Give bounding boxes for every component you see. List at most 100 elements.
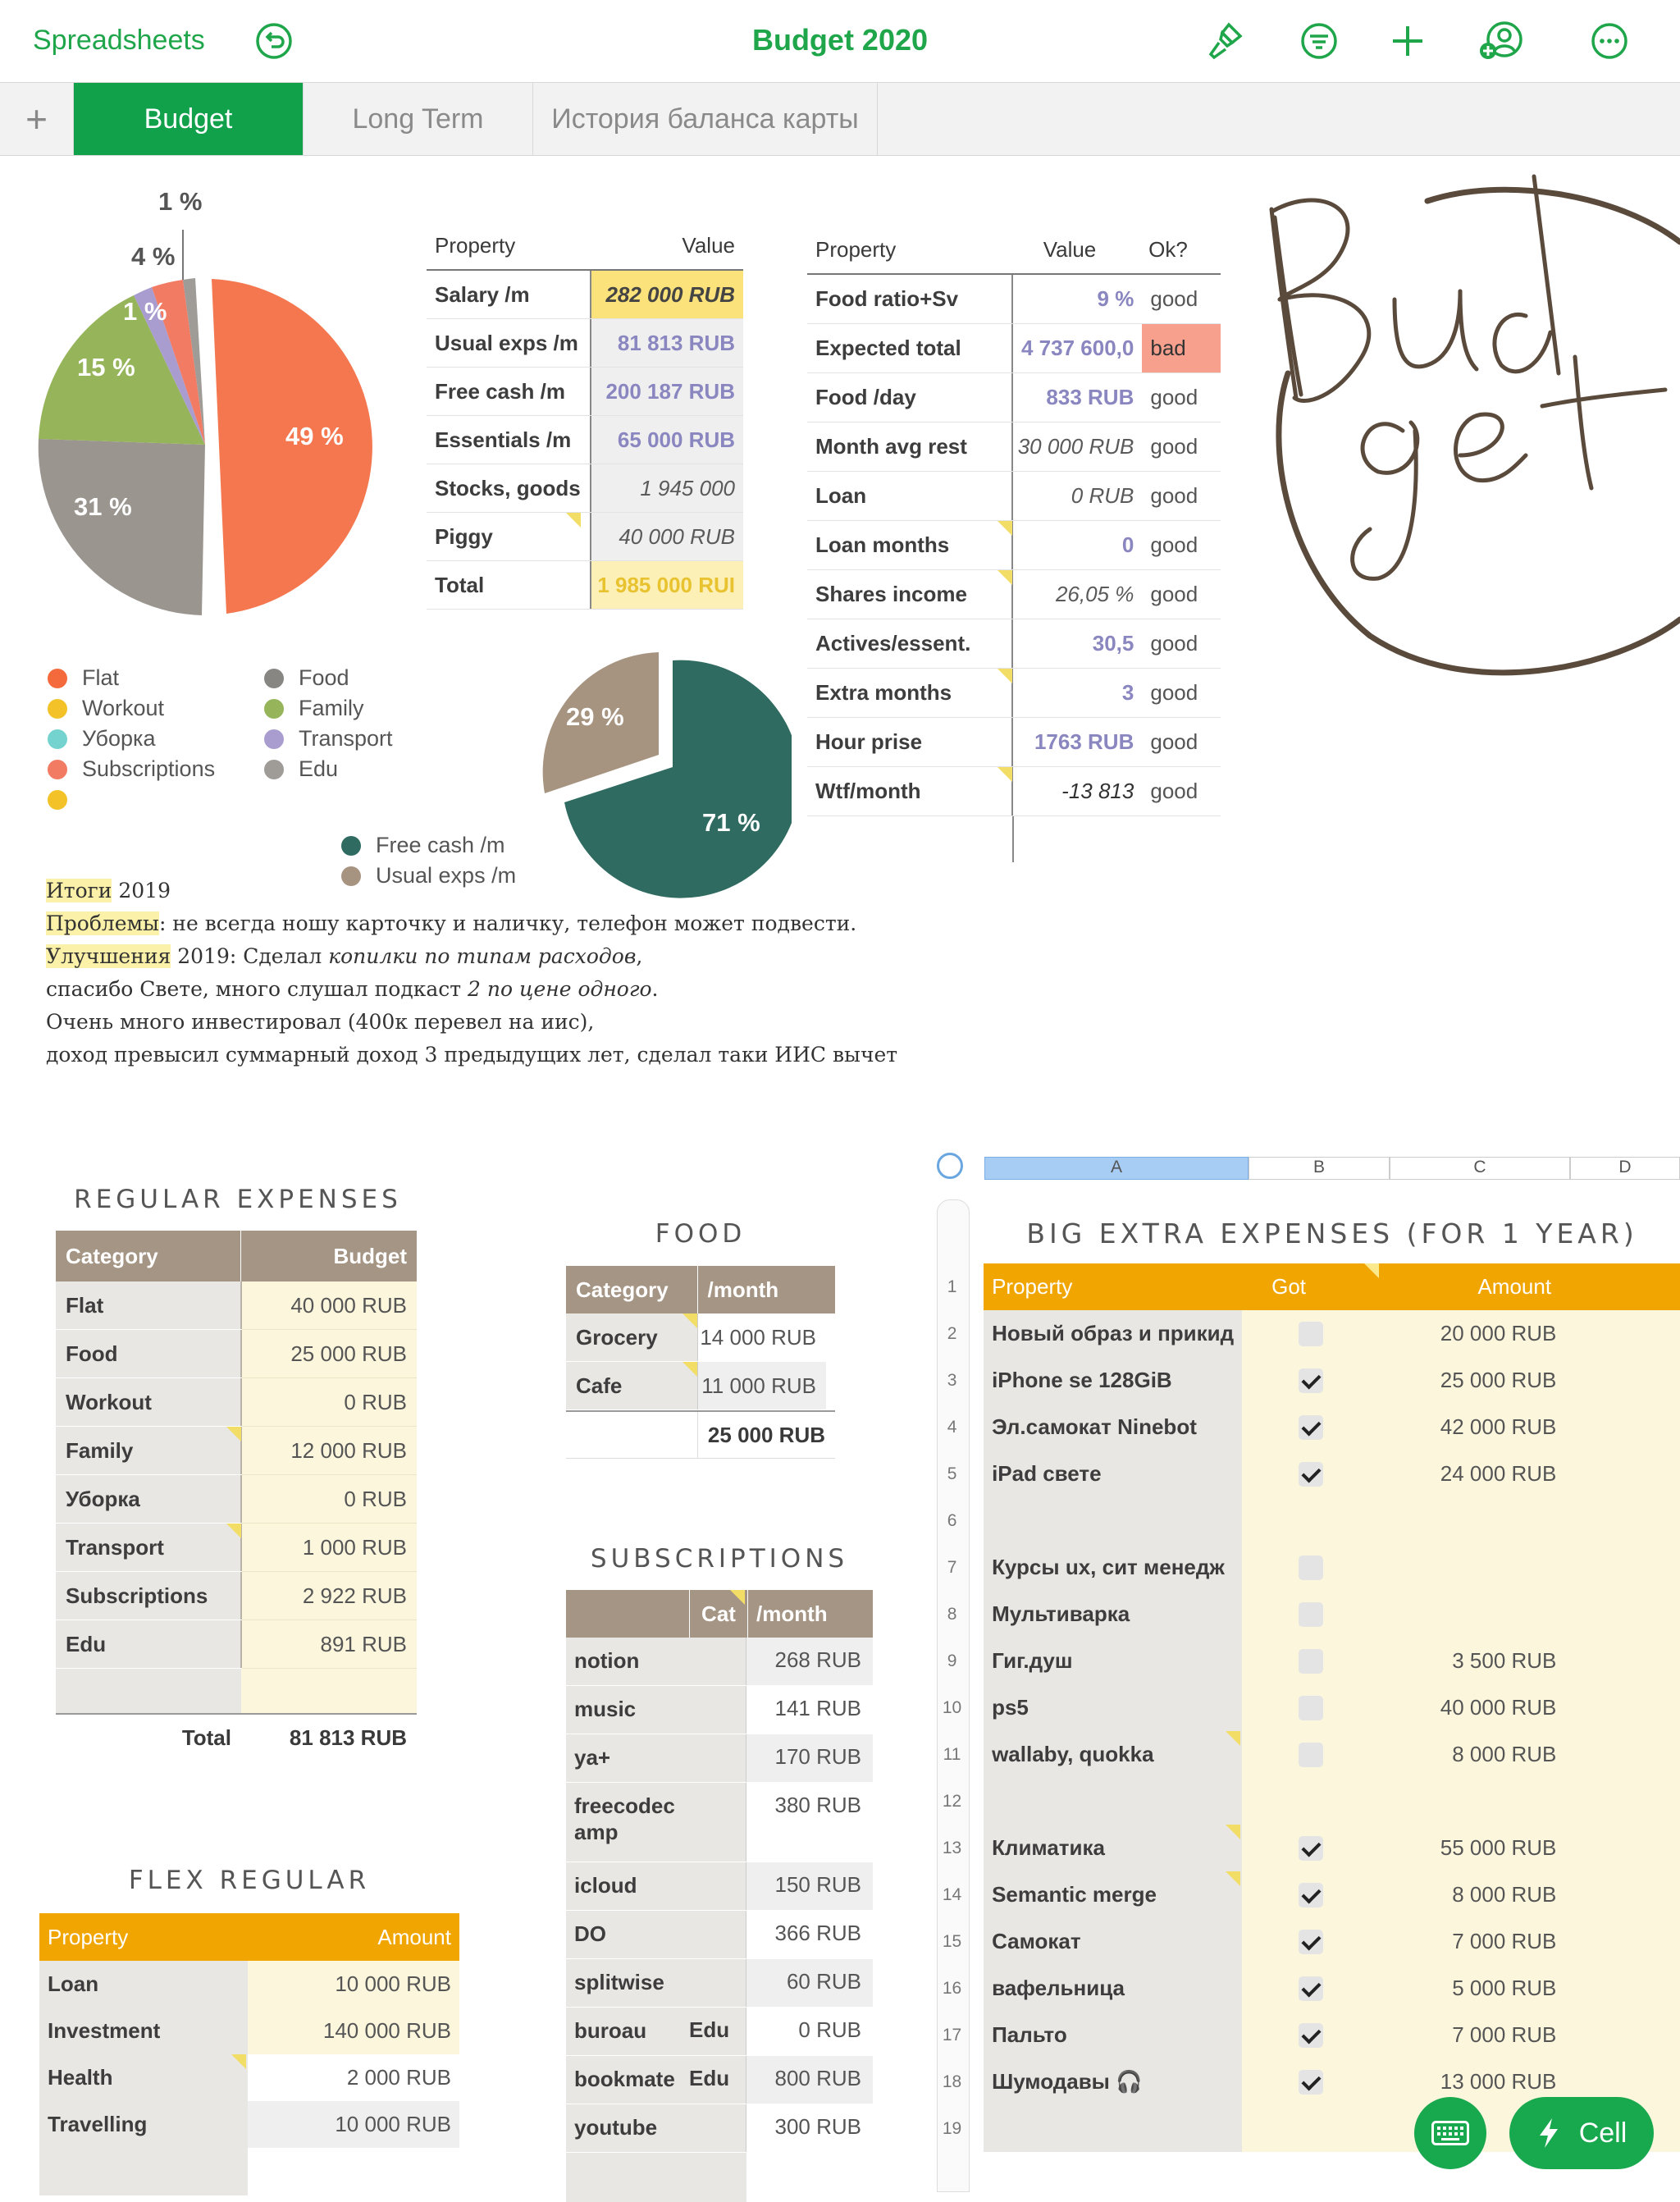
amount-value[interactable]: 10 000 RUB bbox=[248, 2101, 459, 2148]
table-row[interactable]: notion 268 RUB bbox=[566, 1638, 873, 1686]
table-row[interactable]: music 141 RUB bbox=[566, 1686, 873, 1734]
table-row[interactable]: Grocery 14 000 RUB bbox=[566, 1313, 835, 1362]
table-row[interactable]: Stocks, goods 1 945 000 RUB bbox=[427, 464, 743, 548]
amount-value[interactable]: 7 000 RUB bbox=[1380, 1918, 1557, 1965]
table-row[interactable]: Free cash /m 200 187 RUB bbox=[427, 368, 743, 416]
table-row[interactable]: Уборка 0 RUB bbox=[56, 1474, 417, 1524]
table-row[interactable]: freecodec amp 380 RUB bbox=[566, 1783, 873, 1862]
ratio-value[interactable]: 0 RUB bbox=[1011, 472, 1142, 520]
amount-value[interactable]: 7 000 RUB bbox=[1380, 2012, 1557, 2058]
ratio-value[interactable]: 1763 RUB bbox=[1011, 718, 1142, 766]
table-row[interactable]: 5 iPad свете 24 000 RUB bbox=[935, 1450, 1680, 1497]
row-number[interactable]: 7 bbox=[947, 1557, 957, 1577]
add-sheet-icon[interactable]: + bbox=[0, 83, 74, 155]
row-number[interactable]: 9 bbox=[947, 1651, 957, 1670]
budget-value[interactable]: 25 000 RUB bbox=[241, 1329, 417, 1378]
ratio-value[interactable]: 30,5 bbox=[1011, 619, 1142, 668]
table-row[interactable]: DO 366 RUB bbox=[566, 1911, 873, 1959]
property-value[interactable]: 40 000 RUB bbox=[589, 513, 743, 560]
notes-text-box[interactable]: Итоги 2019 Проблемы: не всегда ношу карт… bbox=[46, 875, 897, 1071]
price-value[interactable]: 60 RUB bbox=[746, 1959, 873, 2007]
keyboard-button[interactable] bbox=[1414, 2097, 1486, 2169]
table-row[interactable]: Food 25 000 RUB bbox=[56, 1329, 417, 1378]
got-cell[interactable] bbox=[1242, 1965, 1381, 2012]
tab-budget[interactable]: Budget bbox=[74, 83, 304, 155]
checked-checkbox-icon[interactable] bbox=[1299, 1929, 1324, 1954]
got-cell[interactable] bbox=[1242, 1825, 1381, 1871]
got-cell[interactable] bbox=[1242, 1731, 1381, 1778]
amount-value[interactable]: 3 500 RUB bbox=[1380, 1638, 1557, 1684]
table-row[interactable]: 15 Самокат 7 000 RUB bbox=[935, 1918, 1680, 1965]
budget-value[interactable]: 1 000 RUB bbox=[241, 1523, 417, 1572]
table-row[interactable]: icloud 150 RUB bbox=[566, 1862, 873, 1911]
table-row[interactable]: 3 iPhone se 128GiB 25 000 RUB bbox=[935, 1357, 1680, 1404]
got-cell[interactable] bbox=[1242, 1778, 1381, 1825]
table-row[interactable]: Month avg rest 30 000 RUB good bbox=[807, 423, 1221, 472]
amount-value[interactable]: 10 000 RUB bbox=[248, 1961, 459, 2008]
ratio-value[interactable]: 4 737 600,0 bbox=[1011, 324, 1142, 372]
table-row[interactable]: Workout 0 RUB bbox=[56, 1377, 417, 1427]
empty-cell[interactable] bbox=[1556, 1310, 1680, 1357]
tab-card-balance-history[interactable]: История баланса карты bbox=[533, 83, 878, 155]
property-value[interactable]: 200 187 RUB bbox=[589, 368, 743, 415]
amount-value[interactable]: 5 000 RUB bbox=[1380, 1965, 1557, 2012]
checked-checkbox-icon[interactable] bbox=[1299, 2022, 1324, 2048]
table-row[interactable]: Cafe 11 000 RUB bbox=[566, 1362, 835, 1410]
got-cell[interactable] bbox=[1242, 1684, 1381, 1731]
row-number[interactable]: 17 bbox=[942, 2025, 962, 2044]
row-number[interactable]: 18 bbox=[942, 2072, 962, 2091]
table-row[interactable]: 4 Эл.самокат Ninebot 42 000 RUB bbox=[935, 1404, 1680, 1450]
table-row[interactable]: Loan 10 000 RUB bbox=[39, 1961, 459, 2008]
ratio-value[interactable]: 833 RUB bbox=[1011, 373, 1142, 422]
price-value[interactable]: 141 RUB bbox=[746, 1686, 873, 1734]
select-all-handle-icon[interactable] bbox=[937, 1153, 963, 1179]
checked-checkbox-icon[interactable] bbox=[1299, 1976, 1324, 2001]
more-icon[interactable] bbox=[1586, 18, 1632, 64]
table-row[interactable]: Food ratio+Sv 9 % good bbox=[807, 275, 1221, 324]
got-cell[interactable] bbox=[1242, 2012, 1381, 2058]
empty-cell[interactable] bbox=[1556, 1731, 1680, 1778]
property-value[interactable]: 81 813 RUB bbox=[589, 319, 743, 367]
table-row[interactable]: Transport 1 000 RUB bbox=[56, 1523, 417, 1572]
amount-value[interactable]: 55 000 RUB bbox=[1380, 1825, 1557, 1871]
column-letter-a[interactable]: A bbox=[984, 1157, 1249, 1180]
got-cell[interactable] bbox=[1242, 1591, 1381, 1638]
row-number[interactable]: 4 bbox=[947, 1417, 957, 1437]
table-row[interactable]: Salary /m 282 000 RUB bbox=[427, 271, 743, 319]
empty-cell[interactable] bbox=[1556, 1497, 1680, 1544]
ratio-value[interactable]: 26,05 % bbox=[1011, 570, 1142, 619]
table-row[interactable]: 13 Климатика 55 000 RUB bbox=[935, 1825, 1680, 1871]
table-row[interactable]: 12 bbox=[935, 1778, 1680, 1825]
table-row[interactable]: Total 1 985 000 RUI bbox=[427, 561, 743, 610]
filter-icon[interactable] bbox=[1296, 18, 1342, 64]
price-value[interactable]: 268 RUB bbox=[746, 1638, 873, 1685]
budget-value[interactable]: 891 RUB bbox=[241, 1620, 417, 1669]
got-cell[interactable] bbox=[1242, 1310, 1381, 1357]
table-row[interactable]: 2 Новый образ и прикид 20 000 RUB bbox=[935, 1310, 1680, 1357]
add-icon[interactable] bbox=[1385, 18, 1431, 64]
table-row[interactable]: Travelling 10 000 RUB bbox=[39, 2101, 459, 2148]
row-number[interactable]: 12 bbox=[942, 1791, 962, 1811]
table-row[interactable]: Actives/essent. 30,5 good bbox=[807, 619, 1221, 669]
empty-cell[interactable] bbox=[1556, 1778, 1680, 1825]
table-row[interactable]: youtube 300 RUB bbox=[566, 2104, 873, 2153]
checked-checkbox-icon[interactable] bbox=[1299, 1414, 1324, 1440]
got-cell[interactable] bbox=[1242, 1404, 1381, 1450]
table-row[interactable]: 10 ps5 40 000 RUB bbox=[935, 1684, 1680, 1731]
got-cell[interactable] bbox=[1242, 1497, 1381, 1544]
table-row[interactable]: Family 12 000 RUB bbox=[56, 1426, 417, 1475]
collaborate-icon[interactable] bbox=[1478, 18, 1524, 64]
empty-cell[interactable] bbox=[1556, 1544, 1680, 1591]
unchecked-checkbox-icon[interactable] bbox=[1299, 1555, 1324, 1580]
got-cell[interactable] bbox=[1242, 1450, 1381, 1497]
price-value[interactable]: 170 RUB bbox=[746, 1734, 873, 1782]
budget-value[interactable]: 40 000 RUB bbox=[241, 1281, 417, 1330]
ratio-value[interactable]: 3 bbox=[1011, 669, 1142, 717]
table-row[interactable]: Loan months 0 good bbox=[807, 521, 1221, 570]
amount-value[interactable] bbox=[1380, 1544, 1557, 1591]
property-value[interactable]: 1 985 000 RUI bbox=[589, 561, 743, 609]
table-row[interactable]: Subscriptions 2 922 RUB bbox=[56, 1571, 417, 1620]
amount-value[interactable] bbox=[1380, 1497, 1557, 1544]
got-cell[interactable] bbox=[1242, 1357, 1381, 1404]
amount-value[interactable]: 24 000 RUB bbox=[1380, 1450, 1557, 1497]
